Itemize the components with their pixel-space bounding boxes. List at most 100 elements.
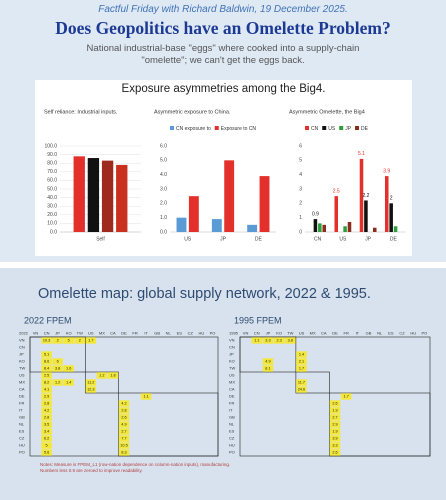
legend-label: US bbox=[328, 126, 336, 132]
heat-cell bbox=[140, 393, 152, 400]
cell-value: 12.3 bbox=[87, 388, 94, 392]
y-tick-label: 6 bbox=[299, 143, 302, 149]
row-label: TW bbox=[229, 366, 235, 371]
heat-cell bbox=[329, 449, 341, 456]
subtitle: National industrial-base "eggs" where co… bbox=[86, 43, 360, 66]
cell-value: 11.7 bbox=[298, 381, 305, 385]
data-label: 3.9 bbox=[383, 168, 390, 174]
cell-value: 2.7 bbox=[121, 430, 126, 434]
y-tick-label: 0.0 bbox=[50, 229, 57, 235]
row-label: HU bbox=[229, 443, 235, 448]
row-label: JP bbox=[229, 352, 234, 357]
cell-value: 2.8 bbox=[121, 409, 126, 413]
bar bbox=[87, 158, 100, 232]
legend-swatch bbox=[355, 126, 360, 130]
cell-value: 2.8 bbox=[44, 402, 49, 406]
block-frame bbox=[239, 336, 297, 373]
row-label: DE bbox=[19, 394, 25, 399]
y-tick-label: 50.0 bbox=[47, 186, 57, 192]
cell-value: 4.9 bbox=[121, 423, 126, 427]
cell-value: 5 bbox=[68, 339, 70, 343]
bar bbox=[343, 226, 347, 232]
cell-value: 1.7 bbox=[88, 339, 93, 343]
heat-cell bbox=[262, 365, 274, 372]
y-tick-label: 90.0 bbox=[47, 152, 57, 158]
cell-value: 3.8 bbox=[288, 339, 293, 343]
chart-title: Self reliance: Industrial inputs. bbox=[44, 109, 118, 115]
y-tick-label: 100.0 bbox=[44, 143, 57, 149]
bar bbox=[116, 164, 128, 232]
heat-cell bbox=[41, 351, 52, 358]
cell-value: 8.6 bbox=[44, 360, 49, 364]
heat-cell bbox=[296, 365, 307, 372]
row-label: KO bbox=[229, 359, 235, 364]
block-frame bbox=[29, 336, 86, 373]
col-label: VN bbox=[243, 331, 249, 336]
col-label: PO bbox=[210, 331, 216, 336]
heat-cell bbox=[41, 337, 52, 344]
row-label: FR bbox=[229, 401, 234, 406]
heat-cell bbox=[296, 358, 307, 365]
bar bbox=[188, 196, 199, 232]
cell-value: 11.2 bbox=[87, 381, 94, 385]
bar bbox=[73, 156, 85, 232]
cell-value: 2 bbox=[57, 339, 59, 343]
row-label: IT bbox=[229, 408, 233, 413]
row-label: CZ bbox=[19, 436, 25, 441]
y-tick-label: 60.0 bbox=[47, 178, 57, 184]
col-label: IT bbox=[356, 331, 360, 336]
heat-cell bbox=[41, 407, 52, 414]
bar bbox=[318, 223, 322, 232]
heat-cell bbox=[41, 414, 52, 421]
cell-value: 8.4 bbox=[44, 367, 49, 371]
cell-value: 1.7 bbox=[344, 395, 349, 399]
cell-value: 3.3 bbox=[265, 339, 270, 343]
cell-value: 3.4 bbox=[44, 430, 49, 434]
cell-value: 4.2 bbox=[44, 409, 49, 413]
legend-label: CN bbox=[311, 126, 319, 132]
x-tick-label: US bbox=[184, 236, 192, 242]
row-label: PO bbox=[229, 450, 235, 455]
row-label: GB bbox=[229, 415, 235, 420]
cell-value: 8.3 bbox=[121, 451, 126, 455]
heat-cell bbox=[329, 421, 341, 428]
row-label: KO bbox=[19, 359, 25, 364]
heat-cell bbox=[85, 337, 97, 344]
col-label: ES bbox=[177, 331, 183, 336]
block-frame bbox=[118, 392, 219, 457]
heat-cell bbox=[329, 414, 341, 421]
cell-value: 6 bbox=[57, 360, 59, 364]
heat-cell bbox=[118, 449, 130, 456]
box-title: Exposure asymmetries among the Big4. bbox=[121, 83, 326, 95]
heat-cell bbox=[118, 421, 130, 428]
cell-value: 10.3 bbox=[43, 339, 50, 343]
col-label: ES bbox=[388, 331, 394, 336]
heat-cell bbox=[296, 351, 307, 358]
map-subtitle: 1995 FPEM bbox=[234, 315, 282, 325]
heat-cell bbox=[41, 449, 52, 456]
heat-cell bbox=[262, 337, 274, 344]
heat-cell bbox=[41, 435, 52, 442]
heat-cell bbox=[329, 435, 341, 442]
y-tick-label: 4.0 bbox=[160, 172, 167, 178]
cell-value: 3.3 bbox=[332, 444, 337, 448]
x-tick-label: DE bbox=[255, 236, 263, 242]
cell-value: 8.2 bbox=[44, 381, 49, 385]
bar bbox=[101, 160, 114, 232]
cell-value: 8.1 bbox=[265, 367, 270, 371]
bar bbox=[364, 200, 368, 232]
heat-cell bbox=[52, 365, 63, 372]
block-frame bbox=[84, 371, 119, 394]
y-tick-label: 2.0 bbox=[160, 201, 167, 207]
block-frame bbox=[295, 371, 330, 394]
bar bbox=[347, 221, 352, 232]
y-tick-label: 1 bbox=[299, 215, 302, 221]
heat-cell bbox=[118, 435, 130, 442]
heat-cell bbox=[118, 400, 130, 407]
heat-cell bbox=[41, 400, 52, 407]
heat-cell bbox=[262, 358, 274, 365]
map-subtitle: 2022 FPEM bbox=[24, 315, 72, 325]
heat-cell bbox=[63, 337, 74, 344]
heat-cell bbox=[52, 379, 63, 386]
heat-cell bbox=[63, 365, 74, 372]
